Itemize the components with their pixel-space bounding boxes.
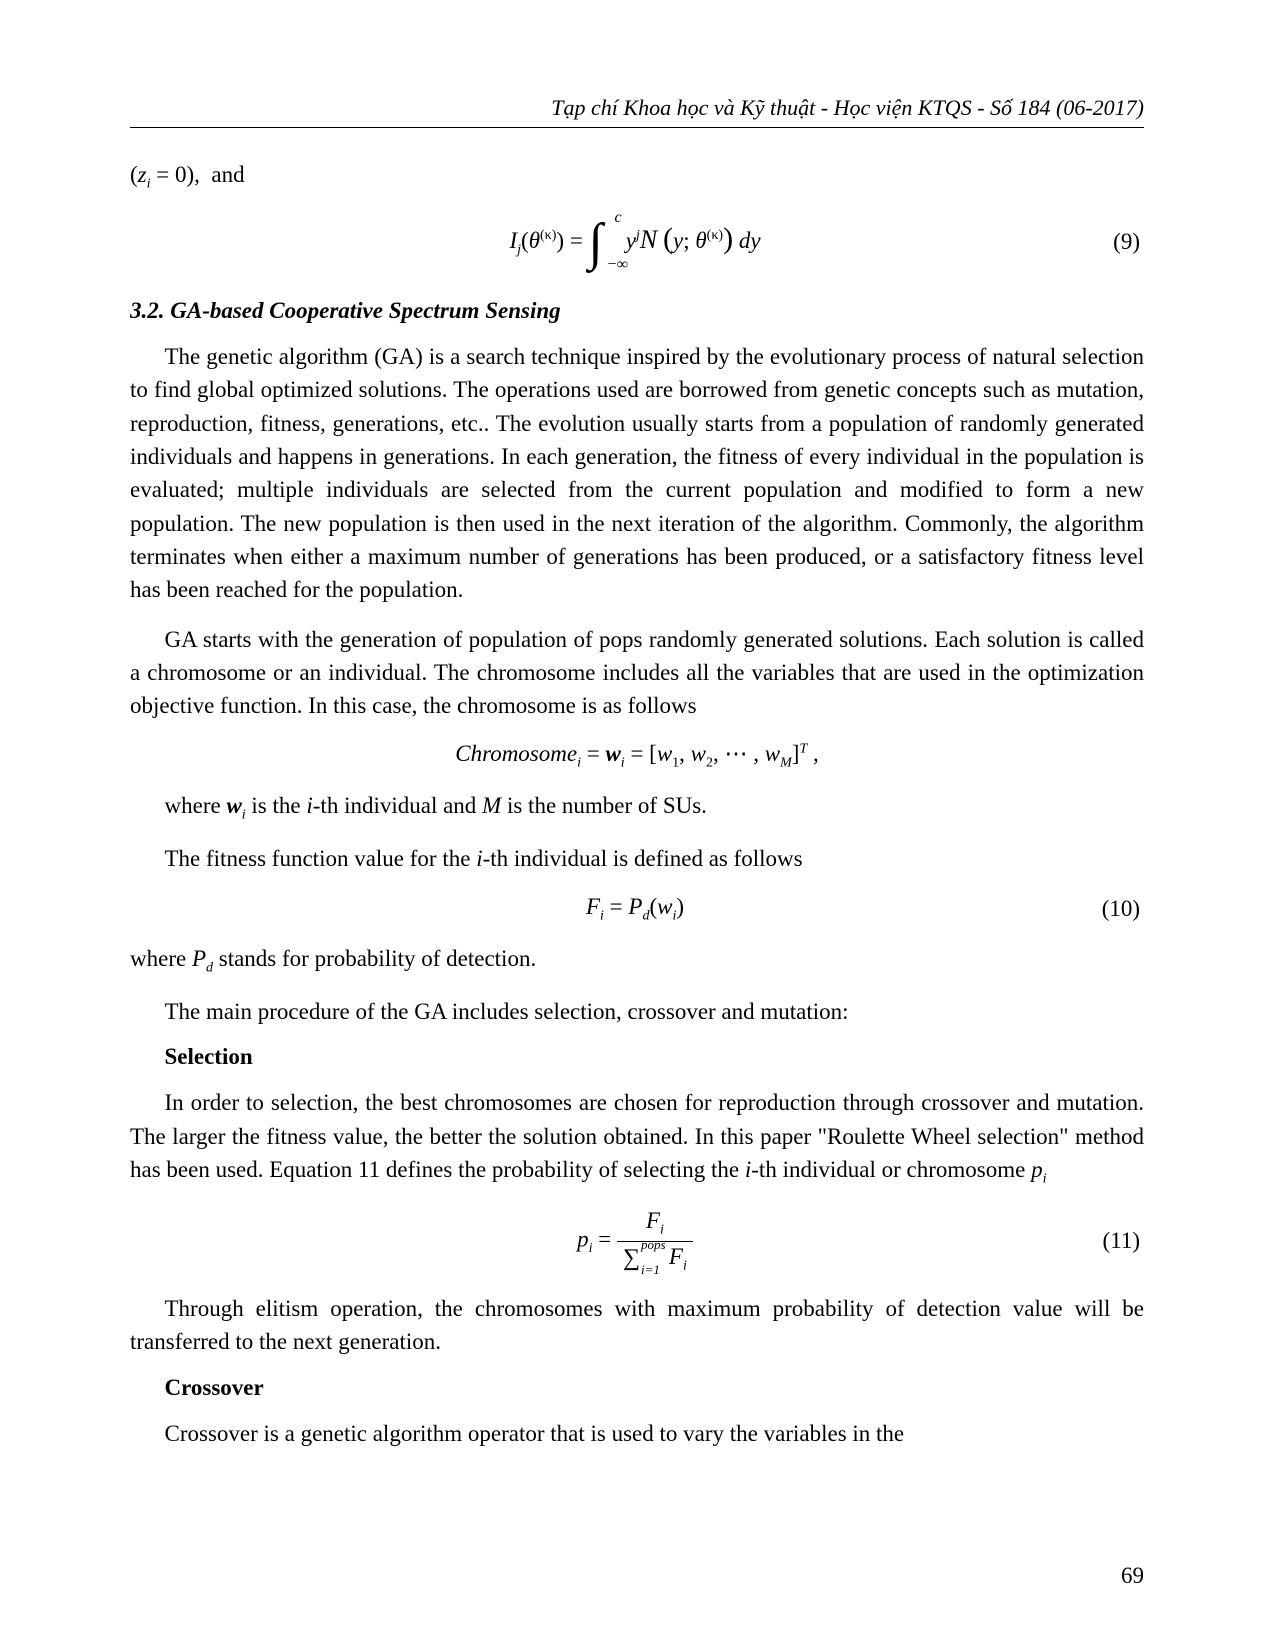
sym-M: M (482, 793, 501, 818)
sym-w-arg: w (657, 894, 672, 919)
equation-10-number: (10) (684, 896, 1144, 922)
sym-F-num: F (646, 1208, 660, 1233)
sym-Fi-num: i (660, 1223, 664, 1238)
sym-wi-arg: i (672, 908, 676, 923)
equation-9-body: Ij(θ(κ)) = ∫ c −∞ yjN (y; θ(κ)) dy (509, 213, 760, 272)
paragraph-ga-pops: GA starts with the generation of populat… (130, 623, 1144, 723)
paragraph-elitism: Through elitism operation, the chromosom… (130, 1292, 1144, 1359)
paragraph-crossover: Crossover is a genetic algorithm operato… (130, 1417, 1144, 1450)
paragraph-selection: In order to selection, the best chromoso… (130, 1086, 1144, 1190)
section-3-2-heading: 3.2. GA-based Cooperative Spectrum Sensi… (130, 298, 1144, 324)
paragraph-ga-intro: The genetic algorithm (GA) is a search t… (130, 340, 1144, 607)
txt-sel-b: -th individual or chromosome (751, 1157, 1031, 1182)
sym-w-bold: w (605, 741, 620, 766)
equation-chromosome-body: Chromosomei = wi = [w1, w2, ⋯ , wM]T , (455, 741, 819, 772)
paragraph-fitness-intro: The fitness function value for the i-th … (130, 842, 1144, 875)
sym-wM: M (780, 755, 792, 770)
txt-individual: -th individual and (313, 793, 482, 818)
equation-9: Ij(θ(κ)) = ∫ c −∞ yjN (y; θ(κ)) dy (9) (130, 213, 1144, 272)
sym-F-den: F (669, 1244, 683, 1269)
sym-w-inline: w (226, 793, 241, 818)
txt-fitness-suf: -th individual is defined as follows (483, 846, 803, 871)
equation-9-number: (9) (761, 229, 1144, 255)
script-N-icon: N (640, 225, 657, 254)
sum-lower: i=1 (641, 1262, 660, 1278)
sym-kappa-1: (κ) (540, 228, 556, 243)
equation-11: pi = Fi ∑ pops i=1 Fi (11) (130, 1208, 1144, 1274)
sym-pi: i (1043, 1172, 1047, 1187)
sym-chrom-sub: i (577, 755, 581, 770)
sym-w1: 1 (672, 755, 679, 770)
txt-pd-suf: stands for probability of detection. (213, 946, 536, 971)
integral-icon: ∫ c −∞ (589, 213, 603, 272)
sym-chromosome: Chromosome (455, 741, 577, 766)
sym-Fi: i (600, 908, 604, 923)
sym-I: I (509, 228, 517, 253)
sum-upper: pops (641, 1237, 666, 1253)
equation-chromosome: Chromosomei = wi = [w1, w2, ⋯ , wM]T , (130, 741, 1144, 772)
equation-11-number: (11) (693, 1228, 1144, 1254)
sym-kappa-2: (κ) (707, 228, 723, 243)
sym-I-sub: j (517, 242, 521, 257)
equation-10-body: Fi = Pd(wi) (586, 894, 684, 925)
sum-icon: ∑ pops i=1 (623, 1245, 640, 1272)
sym-tail: , (807, 741, 819, 766)
sym-theta2: θ (695, 228, 706, 253)
fraction-icon: Fi ∑ pops i=1 Fi (617, 1208, 693, 1274)
sym-P: P (628, 894, 642, 919)
sym-w-sub: i (621, 755, 625, 770)
sym-Fi-den: i (683, 1258, 687, 1273)
sym-F: F (586, 894, 600, 919)
txt-is-the: is the (246, 793, 307, 818)
sym-p-lhs: p (577, 1226, 589, 1251)
int-lower: −∞ (608, 256, 628, 274)
txt-where-pd: where (130, 946, 192, 971)
txt-where: where (165, 793, 227, 818)
sym-y2: y (673, 228, 683, 253)
page-container: Tạp chí Khoa học và Kỹ thuật - Học viện … (0, 0, 1274, 1649)
subheading-crossover: Crossover (130, 1375, 1144, 1401)
running-header: Tạp chí Khoa học và Kỹ thuật - Học viện … (130, 95, 1144, 128)
sym-P2: P (192, 946, 206, 971)
sym-Pd: d (642, 908, 649, 923)
sym-dy: dy (739, 228, 761, 253)
sym-pi-lhs: i (589, 1241, 593, 1256)
z-continuation-line: (zi = 0), and (130, 158, 1144, 195)
sym-w2: 2 (706, 755, 713, 770)
sym-theta: θ (529, 228, 540, 253)
sym-d2: d (206, 961, 213, 976)
subheading-selection: Selection (130, 1044, 1144, 1070)
paragraph-main-procedure: The main procedure of the GA includes se… (130, 995, 1144, 1028)
page-number: 69 (1121, 1563, 1144, 1589)
int-upper: c (615, 209, 622, 227)
txt-num-sus: is the number of SUs. (501, 793, 707, 818)
sym-p: p (1031, 1157, 1043, 1182)
txt-fitness: The fitness function value for the (165, 846, 477, 871)
sym-y: y (626, 228, 636, 253)
paragraph-where-wi: where wi is the i-th individual and M is… (130, 789, 1144, 826)
equation-10: Fi = Pd(wi) (10) (130, 894, 1144, 925)
paragraph-where-pd: where Pd stands for probability of detec… (130, 942, 1144, 979)
equation-11-body: pi = Fi ∑ pops i=1 Fi (577, 1208, 693, 1274)
